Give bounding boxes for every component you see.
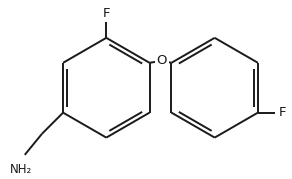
- Text: F: F: [102, 7, 110, 20]
- Text: F: F: [279, 106, 286, 119]
- Text: O: O: [157, 54, 167, 67]
- Text: NH₂: NH₂: [10, 163, 32, 176]
